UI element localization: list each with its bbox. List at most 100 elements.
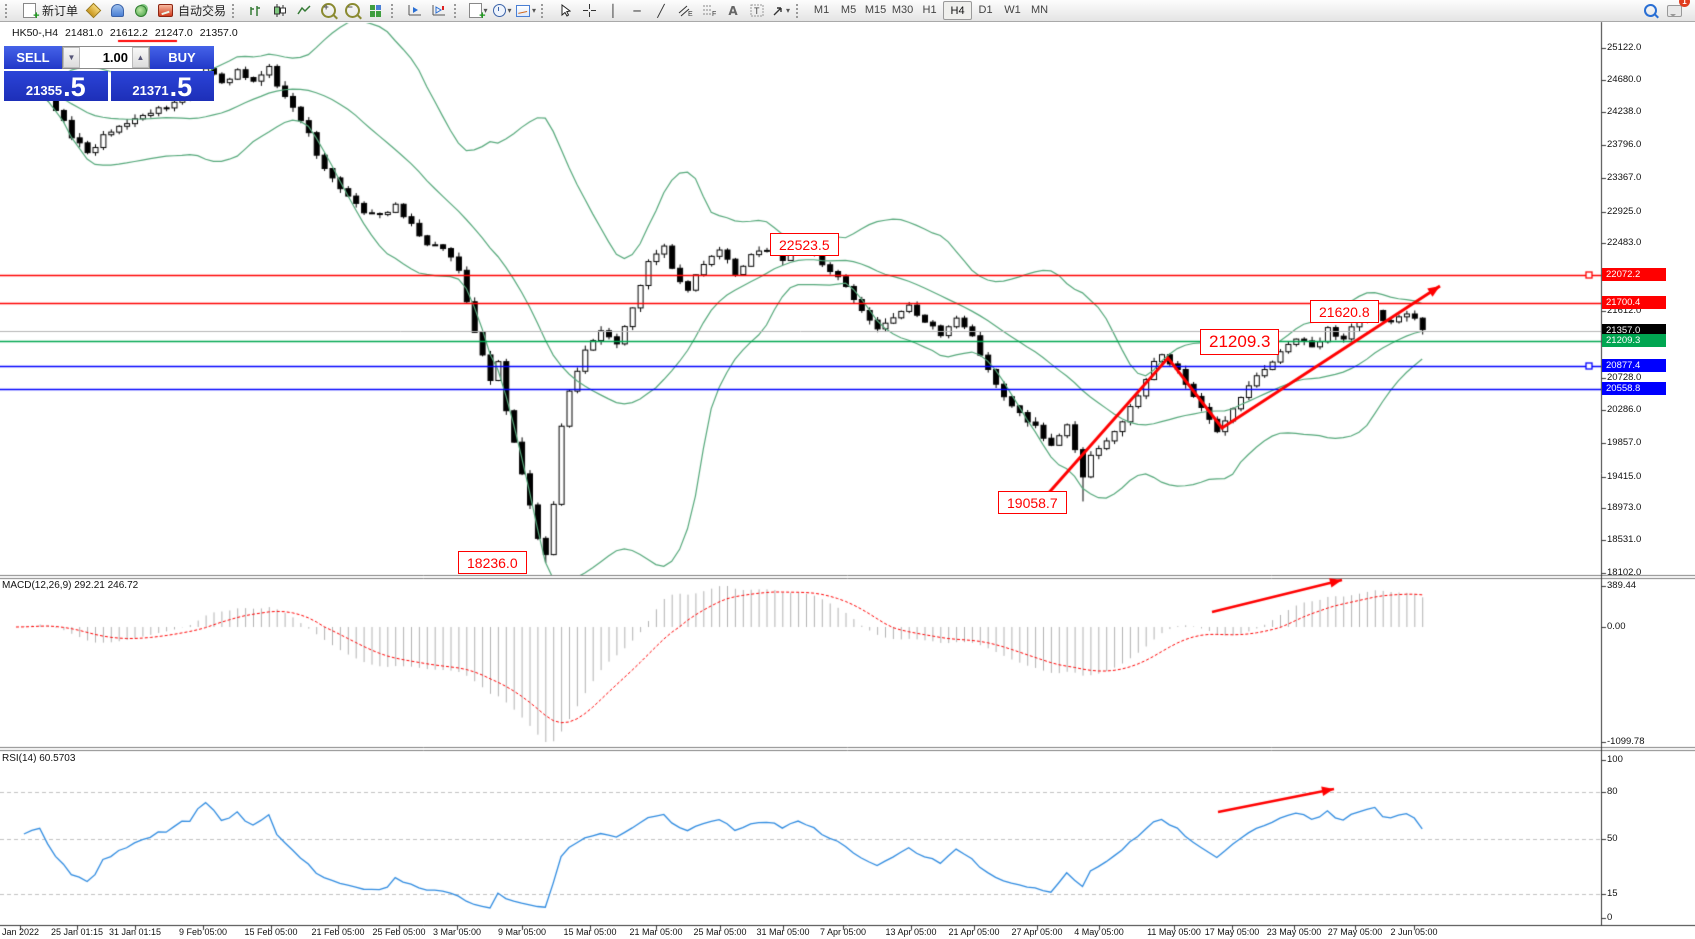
price-annotation-label[interactable]: 21209.3	[1200, 329, 1280, 355]
toolbar-grip[interactable]	[232, 3, 241, 18]
line-chart-button[interactable]	[293, 1, 315, 21]
vline-tool-button[interactable]: │	[602, 1, 624, 21]
buy-price-main: 21371	[132, 83, 169, 98]
bar-chart-button[interactable]	[245, 1, 267, 21]
price-annotation-label[interactable]: 22523.5	[770, 233, 839, 256]
hline-tool-button[interactable]: ─	[626, 1, 648, 21]
buy-button[interactable]: BUY	[150, 46, 214, 69]
signal-icon	[135, 4, 148, 17]
templates-button[interactable]: ▾	[515, 1, 537, 21]
timeframe-h1[interactable]: H1	[922, 3, 937, 16]
price-annotation-label[interactable]: 19058.7	[998, 491, 1067, 514]
hline-icon: ─	[633, 3, 641, 18]
sell-price-main: 21355	[25, 83, 63, 98]
toolbar-grip[interactable]	[5, 3, 14, 18]
navigator-icon	[110, 4, 124, 17]
tile-windows-button[interactable]	[365, 1, 387, 21]
text-tool-button[interactable]: A	[722, 1, 744, 21]
svg-text:T: T	[754, 6, 760, 16]
buy-price-big-digit: .5	[169, 72, 193, 102]
signals-button[interactable]	[130, 1, 152, 21]
toolbar-grip[interactable]	[454, 3, 463, 18]
sell-price[interactable]: 21355 .5	[4, 71, 108, 101]
toolbar-grip[interactable]	[541, 3, 550, 18]
clock-icon	[492, 4, 506, 17]
notification-badge: 1	[1679, 0, 1690, 7]
autotrade-button[interactable]	[154, 1, 176, 21]
chart-shift-icon	[432, 5, 445, 16]
sell-price-big-digit: .5	[63, 72, 86, 102]
ohlc-low: 21247.0	[154, 27, 193, 39]
timeframe-m5[interactable]: M5	[840, 3, 857, 16]
navigator-button[interactable]	[106, 1, 128, 21]
new-order-label[interactable]: 新订单	[42, 4, 79, 18]
chart-header: HK50-,H4 21481.0 21612.2 21247.0 21357.0	[12, 27, 242, 39]
ohlc-high: 21612.2	[109, 27, 148, 39]
price-annotation-label[interactable]: 18236.0	[458, 551, 527, 574]
crosshair-button[interactable]	[578, 1, 600, 21]
timeframe-m30[interactable]: M30	[891, 3, 914, 16]
sell-button[interactable]: SELL	[4, 46, 62, 69]
market-watch-button[interactable]	[82, 1, 104, 21]
timeframe-m1[interactable]: M1	[813, 3, 830, 16]
price-annotation-label[interactable]: 21620.8	[1310, 300, 1379, 323]
template-icon	[516, 4, 531, 17]
timeframe-d1[interactable]: D1	[978, 3, 993, 16]
zoom-out-icon: −	[344, 2, 360, 18]
chat-icon	[1666, 4, 1682, 17]
auto-scroll-button[interactable]	[404, 1, 426, 21]
timeframe-h4[interactable]: H4	[943, 1, 973, 20]
arrows-icon	[773, 6, 782, 15]
timeframe-m15[interactable]: M15	[864, 3, 887, 16]
fibonacci-tool-button[interactable]: F	[698, 1, 720, 21]
one-click-trading-panel: SELL ▼ 1.00 ▲ BUY 21355 .5 21371 .5	[4, 46, 214, 101]
trendline-tool-button[interactable]: ╱	[650, 1, 672, 21]
chart-shift-button[interactable]	[428, 1, 450, 21]
ohlc-open: 21481.0	[65, 27, 103, 39]
autotrade-icon	[157, 4, 173, 17]
buy-price[interactable]: 21371 .5	[110, 71, 214, 102]
volume-input[interactable]: 1.00	[102, 50, 128, 65]
channel-icon: E	[678, 5, 693, 17]
toolbar-grip[interactable]	[796, 3, 805, 18]
volume-increase-button[interactable]: ▲	[132, 47, 149, 68]
candlestick-button[interactable]	[269, 1, 291, 21]
ohlc-close: 21357.0	[199, 27, 238, 39]
search-button[interactable]	[1639, 1, 1661, 21]
tile-windows-icon	[370, 4, 382, 17]
new-order-icon: +	[22, 3, 40, 22]
crosshair-icon	[582, 4, 596, 17]
candlestick-icon	[274, 4, 287, 17]
text-label-icon: T	[750, 4, 764, 17]
timeframe-mn[interactable]: MN	[1030, 3, 1049, 16]
indicators-icon: +	[468, 3, 486, 22]
timeframe-w1[interactable]: W1	[1004, 3, 1021, 16]
label-tool-button[interactable]: T	[746, 1, 768, 21]
symbol-timeframe: HK50-,H4	[12, 27, 59, 39]
autotrade-label[interactable]: 自动交易	[178, 4, 227, 18]
periods-button[interactable]: ▾	[491, 1, 513, 21]
bar-chart-icon	[250, 6, 261, 16]
cursor-icon	[561, 4, 571, 17]
arrows-tool-button[interactable]: ▾	[770, 1, 792, 21]
channel-tool-button[interactable]: E	[674, 1, 696, 21]
indicators-button[interactable]: + ▾	[467, 1, 489, 22]
zoom-out-button[interactable]: −	[341, 1, 363, 21]
search-icon	[1643, 4, 1657, 17]
svg-text:F: F	[712, 11, 716, 17]
timeframe-toolbar: M1 M5 M15 M30 H1 H4 D1 W1 MN	[808, 1, 1053, 20]
new-order-button[interactable]: +	[18, 1, 40, 22]
vline-icon: │	[609, 3, 617, 18]
volume-decrease-button[interactable]: ▼	[63, 47, 80, 68]
notifications-button[interactable]: 1	[1663, 0, 1690, 21]
zoom-in-button[interactable]: +	[317, 1, 339, 21]
cursor-button[interactable]	[554, 1, 576, 21]
toolbar: + 新订单 自动交易 + − + ▾ ▾ ▾	[0, 0, 1695, 22]
toolbar-grip[interactable]	[391, 3, 400, 18]
volume-spinner: ▼ 1.00 ▲	[62, 46, 150, 69]
auto-scroll-icon	[408, 5, 421, 16]
text-icon: A	[728, 3, 738, 18]
market-watch-icon	[85, 2, 101, 19]
